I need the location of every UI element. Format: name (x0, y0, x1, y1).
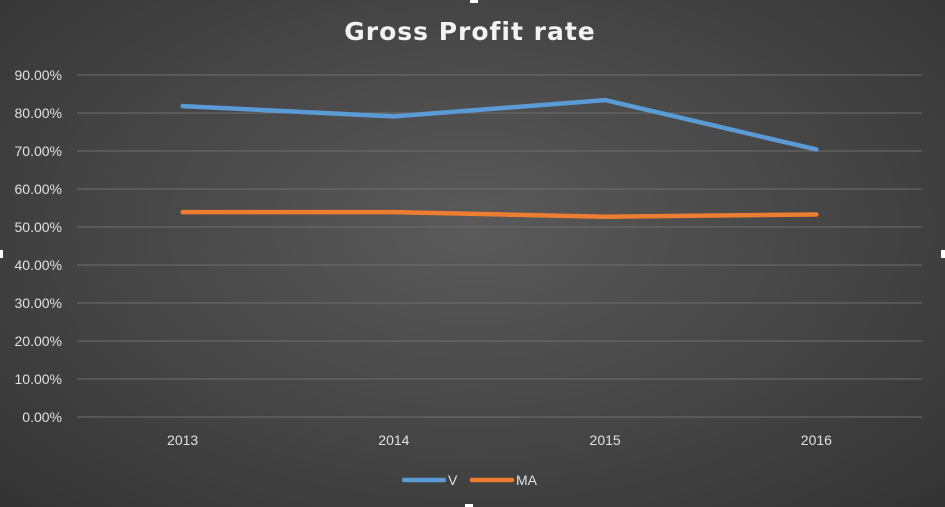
series-lines (180, 97, 819, 219)
resize-handle[interactable] (470, 0, 478, 3)
legend-label-v: V (448, 472, 458, 488)
x-tick-label: 2014 (378, 432, 409, 448)
gridlines (77, 74, 922, 418)
resize-handle[interactable] (0, 250, 3, 258)
y-tick-label: 10.00% (15, 371, 62, 387)
x-tick-label: 2015 (590, 432, 621, 448)
x-tick-label: 2013 (167, 432, 198, 448)
y-tick-label: 50.00% (15, 219, 62, 235)
y-tick-label: 0.00% (22, 409, 62, 425)
chart-title: Gross Profit rate (344, 17, 596, 46)
y-tick-label: 60.00% (15, 181, 62, 197)
y-tick-label: 90.00% (15, 67, 62, 83)
legend: V MA (401, 472, 538, 488)
y-tick-label: 80.00% (15, 105, 62, 121)
x-tick-label: 2016 (801, 432, 832, 448)
series-line-ma[interactable] (180, 209, 819, 219)
series-line-v[interactable] (180, 97, 819, 152)
resize-handle[interactable] (941, 250, 945, 258)
y-tick-label: 40.00% (15, 257, 62, 273)
y-axis-ticks: 0.00% 10.00% 20.00% 30.00% 40.00% 50.00% 60.00… (15, 67, 62, 425)
legend-label-ma: MA (516, 472, 538, 488)
y-tick-label: 30.00% (15, 295, 62, 311)
y-tick-label: 70.00% (15, 143, 62, 159)
y-tick-label: 20.00% (15, 333, 62, 349)
x-axis-ticks: 2013 2014 2015 2016 (167, 432, 832, 448)
resize-handle[interactable] (465, 504, 473, 507)
